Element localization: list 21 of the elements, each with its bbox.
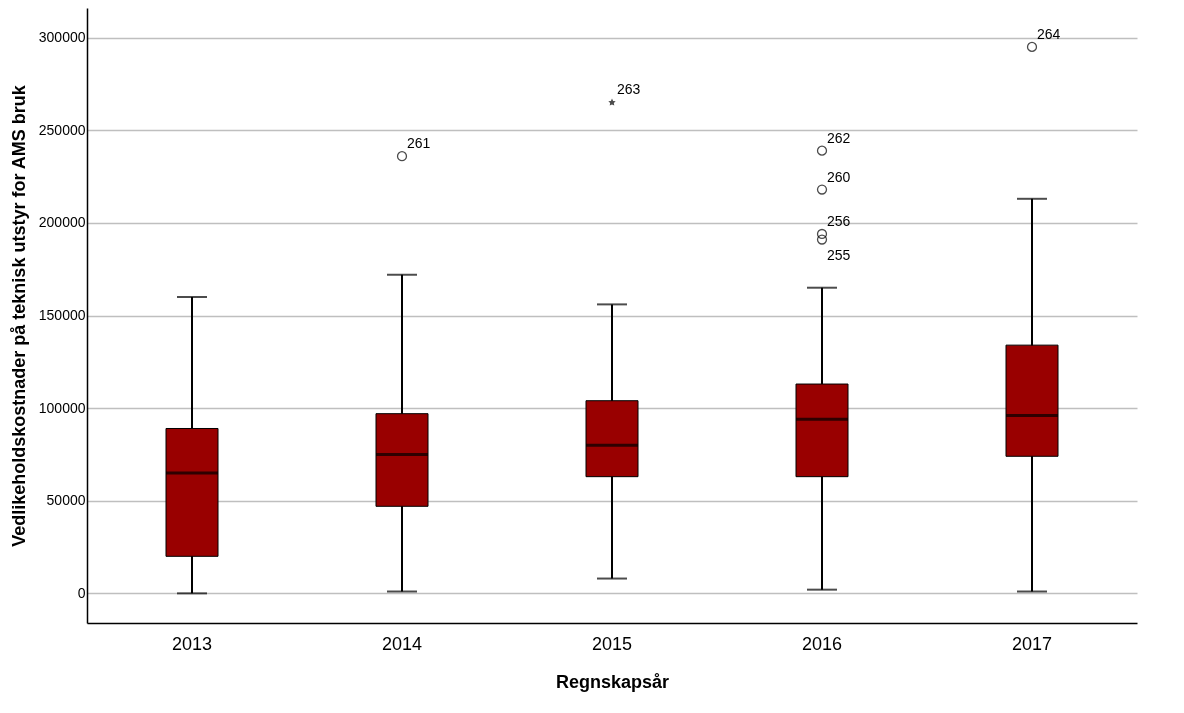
x-tick-label: 2016 (801, 633, 843, 654)
x-tick-label: 2017 (1011, 633, 1053, 654)
x-tick-label: 2014 (381, 633, 423, 654)
y-tick-label: 150000 (38, 307, 86, 323)
annotation: 262 (827, 129, 851, 146)
x-axis-title: Regnskapsår (555, 671, 670, 692)
y-tick-label: 0 (77, 584, 86, 601)
x-tick-label: 2013 (171, 633, 213, 654)
annotation: 264 (1037, 25, 1061, 42)
y-tick-label: 300000 (38, 29, 86, 46)
annotation: 256 (827, 212, 851, 229)
y-tick-label: 250000 (38, 121, 86, 138)
y-tick-label: 50000 (46, 492, 86, 509)
y-tick-label: 100000 (38, 399, 86, 416)
x-tick-label: 2015 (591, 633, 633, 654)
y-axis-title: Vedlikeholdskostnader på teknisk utstyr for AMS bruk (8, 84, 29, 547)
annotation: 263 (617, 81, 641, 98)
annotation: 261 (407, 135, 431, 152)
annotation: 260 (827, 168, 851, 185)
y-tick-label: 200000 (38, 214, 86, 231)
annotation: 255 (827, 246, 851, 263)
